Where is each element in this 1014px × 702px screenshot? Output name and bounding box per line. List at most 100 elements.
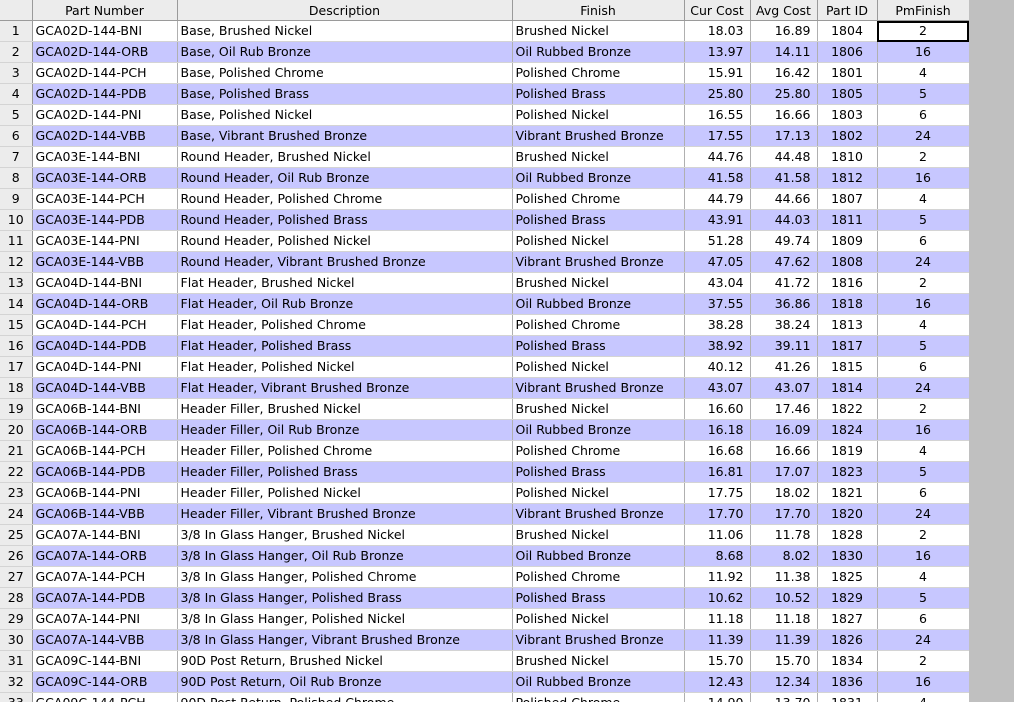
table-row[interactable]: 1 GCA02D-144-BNI Base, Brushed Nickel Brush… xyxy=(0,20,969,42)
avg-cost-cell[interactable]: 44.03 xyxy=(750,209,818,231)
row-number-cell[interactable]: 21 xyxy=(0,440,33,462)
part-id-cell[interactable]: 1828 xyxy=(817,524,878,546)
part-id-cell[interactable]: 1803 xyxy=(817,104,878,126)
cur-cost-cell[interactable]: 11.39 xyxy=(684,629,751,651)
description-cell[interactable]: Flat Header, Polished Chrome xyxy=(177,314,513,336)
cur-cost-cell[interactable]: 16.18 xyxy=(684,419,751,441)
description-cell[interactable]: 3/8 In Glass Hanger, Polished Chrome xyxy=(177,566,513,588)
finish-cell[interactable]: Oil Rubbed Bronze xyxy=(512,167,685,189)
description-cell[interactable]: Round Header, Brushed Nickel xyxy=(177,146,513,168)
description-cell[interactable]: Flat Header, Polished Brass xyxy=(177,335,513,357)
part-id-cell[interactable]: 1836 xyxy=(817,671,878,693)
row-number-cell[interactable]: 28 xyxy=(0,587,33,609)
part-number-cell[interactable]: GCA03E-144-PDB xyxy=(32,209,178,231)
part-id-cell[interactable]: 1816 xyxy=(817,272,878,294)
row-number-cell[interactable]: 14 xyxy=(0,293,33,315)
table-row[interactable]: 27 GCA07A-144-PCH 3/8 In Glass Hanger, Pol… xyxy=(0,566,969,588)
row-number-cell[interactable]: 15 xyxy=(0,314,33,336)
row-number-cell[interactable]: 16 xyxy=(0,335,33,357)
part-id-cell[interactable]: 1824 xyxy=(817,419,878,441)
description-cell[interactable]: Base, Polished Nickel xyxy=(177,104,513,126)
part-id-cell[interactable]: 1807 xyxy=(817,188,878,210)
finish-cell[interactable]: Polished Nickel xyxy=(512,104,685,126)
cur-cost-cell[interactable]: 38.92 xyxy=(684,335,751,357)
description-cell[interactable]: 3/8 In Glass Hanger, Brushed Nickel xyxy=(177,524,513,546)
row-number-cell[interactable]: 30 xyxy=(0,629,33,651)
row-number-cell[interactable]: 24 xyxy=(0,503,33,525)
column-header-finish[interactable]: Finish xyxy=(512,0,685,21)
table-row[interactable]: 3 GCA02D-144-PCH Base, Polished Chrome Poli… xyxy=(0,62,969,84)
cur-cost-cell[interactable]: 15.91 xyxy=(684,62,751,84)
part-id-cell[interactable]: 1831 xyxy=(817,692,878,702)
finish-cell[interactable]: Polished Chrome xyxy=(512,692,685,702)
part-id-cell[interactable]: 1829 xyxy=(817,587,878,609)
cur-cost-cell[interactable]: 43.91 xyxy=(684,209,751,231)
avg-cost-cell[interactable]: 41.58 xyxy=(750,167,818,189)
finish-cell[interactable]: Brushed Nickel xyxy=(512,146,685,168)
description-cell[interactable]: Header Filler, Brushed Nickel xyxy=(177,398,513,420)
part-id-cell[interactable]: 1834 xyxy=(817,650,878,672)
part-number-cell[interactable]: GCA02D-144-BNI xyxy=(32,20,178,42)
pmfinish-cell[interactable]: 2 xyxy=(877,398,969,420)
part-number-cell[interactable]: GCA06B-144-BNI xyxy=(32,398,178,420)
column-header-pmfinish[interactable]: PmFinish xyxy=(877,0,969,21)
description-cell[interactable]: 90D Post Return, Polished Chrome xyxy=(177,692,513,702)
part-number-cell[interactable]: GCA03E-144-PCH xyxy=(32,188,178,210)
avg-cost-cell[interactable]: 44.66 xyxy=(750,188,818,210)
description-cell[interactable]: 90D Post Return, Brushed Nickel xyxy=(177,650,513,672)
part-id-cell[interactable]: 1804 xyxy=(817,20,878,42)
finish-cell[interactable]: Brushed Nickel xyxy=(512,524,685,546)
part-number-cell[interactable]: GCA06B-144-ORB xyxy=(32,419,178,441)
avg-cost-cell[interactable]: 41.72 xyxy=(750,272,818,294)
avg-cost-cell[interactable]: 38.24 xyxy=(750,314,818,336)
avg-cost-cell[interactable]: 14.11 xyxy=(750,41,818,63)
table-row[interactable]: 16 GCA04D-144-PDB Flat Header, Polished Br… xyxy=(0,335,969,357)
avg-cost-cell[interactable]: 18.02 xyxy=(750,482,818,504)
pmfinish-cell[interactable]: 2 xyxy=(877,650,969,672)
table-row[interactable]: 19 GCA06B-144-BNI Header Filler, Brushed N… xyxy=(0,398,969,420)
part-number-cell[interactable]: GCA04D-144-BNI xyxy=(32,272,178,294)
pmfinish-cell[interactable]: 2 xyxy=(877,272,969,294)
part-number-cell[interactable]: GCA07A-144-VBB xyxy=(32,629,178,651)
finish-cell[interactable]: Polished Chrome xyxy=(512,188,685,210)
finish-cell[interactable]: Oil Rubbed Bronze xyxy=(512,419,685,441)
part-id-cell[interactable]: 1808 xyxy=(817,251,878,273)
finish-cell[interactable]: Polished Nickel xyxy=(512,608,685,630)
finish-cell[interactable]: Polished Brass xyxy=(512,587,685,609)
finish-cell[interactable]: Vibrant Brushed Bronze xyxy=(512,125,685,147)
finish-cell[interactable]: Polished Chrome xyxy=(512,62,685,84)
cur-cost-cell[interactable]: 18.03 xyxy=(684,20,751,42)
table-row[interactable]: 31 GCA09C-144-BNI 90D Post Return, Brushed… xyxy=(0,650,969,672)
pmfinish-cell[interactable]: 4 xyxy=(877,692,969,702)
part-number-cell[interactable]: GCA09C-144-PCH xyxy=(32,692,178,702)
cur-cost-cell[interactable]: 51.28 xyxy=(684,230,751,252)
row-number-cell[interactable]: 9 xyxy=(0,188,33,210)
finish-cell[interactable]: Polished Nickel xyxy=(512,230,685,252)
row-number-cell[interactable]: 26 xyxy=(0,545,33,567)
part-number-cell[interactable]: GCA02D-144-ORB xyxy=(32,41,178,63)
description-cell[interactable]: Round Header, Oil Rub Bronze xyxy=(177,167,513,189)
description-cell[interactable]: 3/8 In Glass Hanger, Polished Nickel xyxy=(177,608,513,630)
table-row[interactable]: 17 GCA04D-144-PNI Flat Header, Polished Ni… xyxy=(0,356,969,378)
description-cell[interactable]: Round Header, Polished Brass xyxy=(177,209,513,231)
description-cell[interactable]: Header Filler, Oil Rub Bronze xyxy=(177,419,513,441)
cur-cost-cell[interactable]: 41.58 xyxy=(684,167,751,189)
table-row[interactable]: 11 GCA03E-144-PNI Round Header, Polished N… xyxy=(0,230,969,252)
part-number-cell[interactable]: GCA07A-144-PCH xyxy=(32,566,178,588)
description-cell[interactable]: Base, Polished Chrome xyxy=(177,62,513,84)
part-id-cell[interactable]: 1822 xyxy=(817,398,878,420)
part-number-cell[interactable]: GCA03E-144-BNI xyxy=(32,146,178,168)
finish-cell[interactable]: Polished Nickel xyxy=(512,356,685,378)
part-id-cell[interactable]: 1810 xyxy=(817,146,878,168)
part-number-cell[interactable]: GCA02D-144-VBB xyxy=(32,125,178,147)
description-cell[interactable]: Base, Polished Brass xyxy=(177,83,513,105)
part-number-cell[interactable]: GCA09C-144-BNI xyxy=(32,650,178,672)
pmfinish-cell[interactable]: 24 xyxy=(877,377,969,399)
cur-cost-cell[interactable]: 44.76 xyxy=(684,146,751,168)
pmfinish-cell[interactable]: 5 xyxy=(877,587,969,609)
cur-cost-cell[interactable]: 17.70 xyxy=(684,503,751,525)
part-number-cell[interactable]: GCA02D-144-PDB xyxy=(32,83,178,105)
avg-cost-cell[interactable]: 10.52 xyxy=(750,587,818,609)
row-number-cell[interactable]: 1 xyxy=(0,20,33,42)
pmfinish-cell[interactable]: 16 xyxy=(877,167,969,189)
